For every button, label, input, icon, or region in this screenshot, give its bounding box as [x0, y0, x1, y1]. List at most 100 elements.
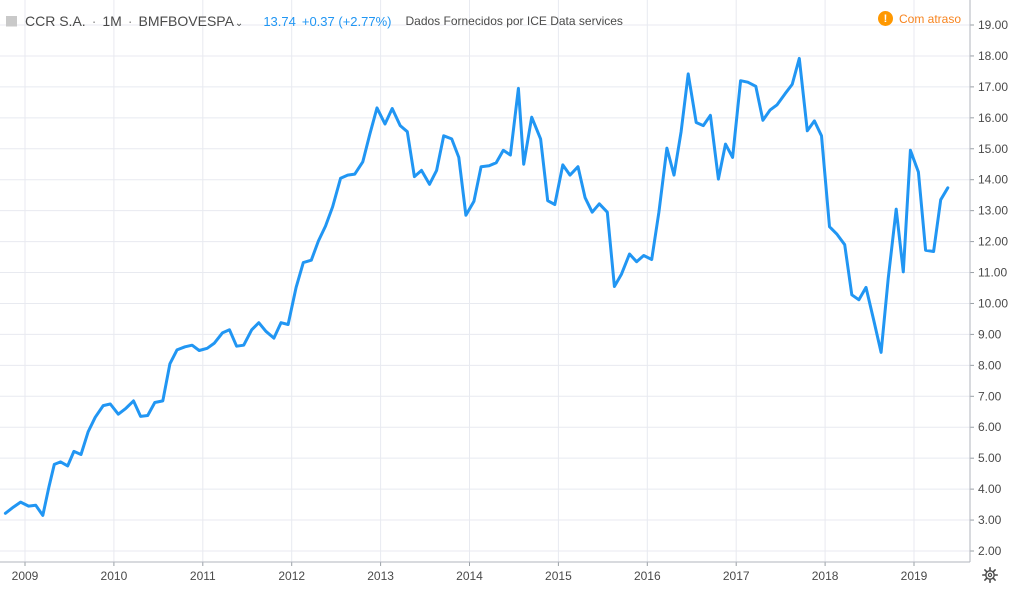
data-point [673, 174, 676, 177]
delay-status[interactable]: ! Com atraso [878, 11, 961, 26]
data-point [146, 414, 149, 417]
data-point [613, 285, 616, 288]
chart-legend: CCR S.A. · 1M · BMFBOVESPA⌄ 13.74 +0.37 … [6, 10, 623, 32]
data-point [391, 107, 394, 110]
data-point [109, 403, 112, 406]
data-point [472, 200, 475, 203]
y-tick-label: 17.00 [978, 80, 1008, 94]
data-point [413, 175, 416, 178]
data-point [12, 506, 15, 509]
y-tick-label: 11.00 [978, 266, 1007, 280]
data-point [420, 169, 423, 172]
data-point [361, 160, 364, 163]
data-point [161, 399, 164, 402]
chevron-down-icon: ⌄ [234, 18, 244, 29]
data-point [502, 149, 505, 152]
data-point [168, 362, 171, 365]
y-tick-label: 9.00 [978, 327, 1002, 341]
interval-label[interactable]: 1M [102, 13, 122, 29]
data-point [784, 92, 787, 95]
data-point [346, 174, 349, 177]
data-point [553, 203, 556, 206]
data-point [132, 399, 135, 402]
data-point [702, 124, 705, 127]
data-point [522, 163, 525, 166]
data-point [153, 401, 156, 404]
data-point [761, 119, 764, 122]
data-point [250, 328, 253, 331]
data-point [428, 183, 431, 186]
data-point [724, 143, 727, 146]
data-point [620, 273, 623, 276]
data-point [857, 298, 860, 301]
data-point [530, 116, 533, 119]
data-point [873, 320, 876, 323]
data-point [665, 147, 668, 150]
data-point [94, 416, 97, 419]
data-point [302, 261, 305, 264]
data-point [295, 286, 298, 289]
data-point [272, 337, 275, 340]
x-tick-label: 2009 [12, 569, 39, 583]
y-tick-label: 7.00 [978, 389, 1002, 403]
data-point [198, 349, 201, 352]
settings-button[interactable] [980, 565, 1000, 585]
data-point [917, 171, 920, 174]
x-tick-label: 2019 [901, 569, 928, 583]
data-point [480, 165, 483, 168]
data-point [176, 348, 179, 351]
data-point [591, 211, 594, 214]
data-point [331, 205, 334, 208]
data-point [48, 485, 51, 488]
data-point [754, 85, 757, 88]
x-tick-label: 2016 [634, 569, 661, 583]
data-point [709, 114, 712, 117]
data-point [488, 164, 491, 167]
x-tick-label: 2012 [278, 569, 305, 583]
data-point [887, 277, 890, 280]
data-point [34, 504, 37, 507]
data-point [287, 323, 290, 326]
y-tick-label: 5.00 [978, 451, 1002, 465]
y-tick-label: 4.00 [978, 482, 1002, 496]
y-tick-label: 3.00 [978, 513, 1002, 527]
data-source: Dados Fornecidos por ICE Data services [405, 14, 623, 28]
x-tick-label: 2010 [101, 569, 128, 583]
exchange-selector[interactable]: BMFBOVESPA⌄ [138, 13, 243, 29]
data-point [598, 202, 601, 205]
data-point [932, 250, 935, 253]
y-tick-label: 14.00 [978, 173, 1008, 187]
data-point [66, 464, 69, 467]
y-tick-label: 6.00 [978, 420, 1002, 434]
data-point [4, 512, 7, 515]
data-point [546, 199, 549, 202]
data-point [680, 130, 683, 133]
data-point [442, 134, 445, 137]
data-point [324, 225, 327, 228]
y-tick-label: 10.00 [978, 296, 1008, 310]
x-tick-label: 2018 [812, 569, 839, 583]
symbol-name[interactable]: CCR S.A. [25, 13, 86, 29]
warning-icon: ! [878, 11, 893, 26]
y-tick-label: 15.00 [978, 142, 1008, 156]
x-tick-label: 2015 [545, 569, 572, 583]
data-point [577, 165, 580, 168]
data-point [191, 344, 194, 347]
y-tick-label: 18.00 [978, 49, 1008, 63]
data-point [184, 345, 187, 348]
y-tick-label: 8.00 [978, 358, 1002, 372]
last-price: 13.74 [263, 13, 296, 29]
data-point [87, 430, 90, 433]
data-point [27, 505, 30, 508]
data-point [902, 270, 905, 273]
data-point [72, 450, 75, 453]
data-point [457, 156, 460, 159]
data-point [213, 342, 216, 345]
data-point [41, 514, 44, 517]
price-change: +0.37 (+2.77%) [301, 13, 392, 29]
data-point [53, 463, 56, 466]
data-point [695, 121, 698, 124]
data-point [909, 149, 912, 152]
